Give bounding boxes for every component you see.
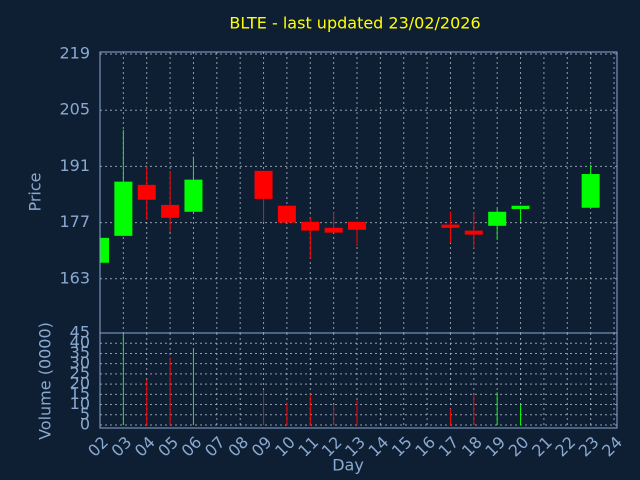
candle-body bbox=[184, 179, 203, 212]
volume-tick-label: 5 bbox=[80, 404, 90, 423]
volume-tick-label: 40 bbox=[70, 333, 90, 352]
volume-axis-label: Volume (0000) bbox=[36, 322, 55, 440]
volume-tick-label: 10 bbox=[70, 394, 90, 413]
candle-body bbox=[581, 174, 600, 208]
candle-body bbox=[324, 227, 343, 233]
candle-body bbox=[441, 224, 460, 228]
candle-body bbox=[277, 205, 296, 223]
candle-body bbox=[114, 181, 133, 236]
candle-body bbox=[464, 230, 483, 235]
chart-title: BLTE - last updated 23/02/2026 bbox=[229, 14, 480, 33]
volume-tick-label: 45 bbox=[70, 323, 90, 342]
candle-body bbox=[100, 237, 109, 263]
candle-body bbox=[301, 221, 320, 231]
volume-tick-label: 15 bbox=[70, 384, 90, 403]
candle-body bbox=[137, 184, 156, 200]
y-axis-label: Price bbox=[26, 172, 45, 211]
y-tick-label: 163 bbox=[59, 268, 90, 287]
y-tick-label: 205 bbox=[59, 100, 90, 119]
y-tick-label: 177 bbox=[59, 212, 90, 231]
candle-body bbox=[161, 204, 180, 218]
x-axis-label: Day bbox=[332, 456, 364, 475]
volume-tick-label: 35 bbox=[70, 343, 90, 362]
y-tick-label: 191 bbox=[59, 156, 90, 175]
y-tick-label: 219 bbox=[59, 44, 90, 63]
volume-tick-label: 0 bbox=[80, 415, 90, 434]
volume-tick-label: 20 bbox=[70, 374, 90, 393]
volume-tick-label: 25 bbox=[70, 363, 90, 382]
candle-body bbox=[348, 221, 366, 230]
volume-tick-label: 30 bbox=[70, 353, 90, 372]
candle-body bbox=[254, 170, 273, 199]
candle-body bbox=[488, 211, 507, 226]
volume-frame bbox=[99, 332, 618, 429]
candle-body bbox=[511, 205, 530, 209]
